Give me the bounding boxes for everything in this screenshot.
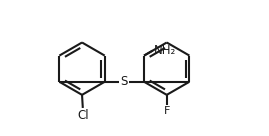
- Text: S: S: [121, 75, 128, 88]
- Text: Cl: Cl: [77, 109, 89, 123]
- Text: NH₂: NH₂: [154, 44, 176, 57]
- Text: F: F: [164, 106, 170, 116]
